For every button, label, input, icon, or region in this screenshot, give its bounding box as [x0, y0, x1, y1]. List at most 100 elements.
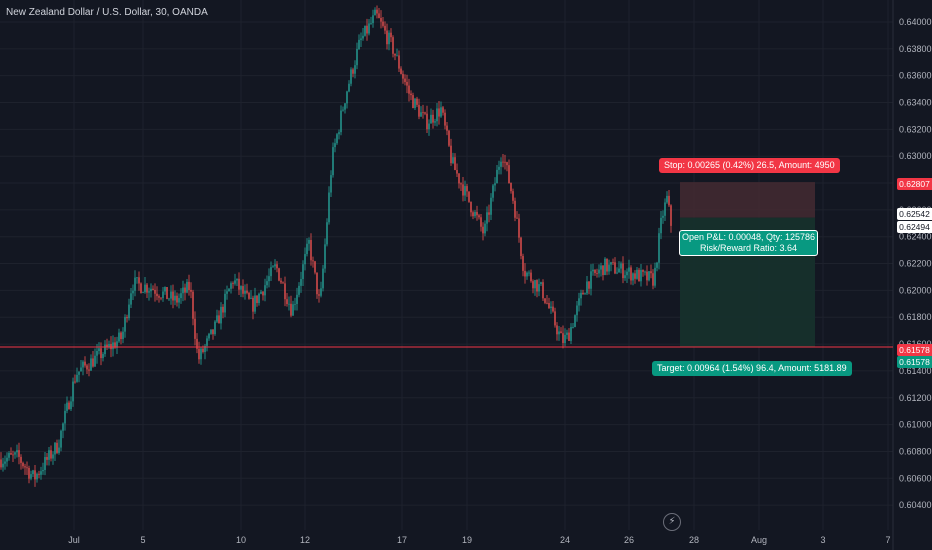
candle-body — [586, 281, 588, 294]
candle-body — [274, 264, 276, 267]
candle-body — [560, 331, 562, 334]
candle-body — [568, 332, 570, 341]
candle-body — [230, 283, 232, 289]
candle-body — [120, 332, 122, 340]
candle-body — [666, 195, 668, 203]
position-zones[interactable] — [680, 182, 815, 348]
candle-body — [492, 185, 494, 198]
candle-body — [210, 329, 212, 334]
candle-body — [338, 132, 340, 135]
candle-body — [614, 262, 616, 274]
candle-body — [424, 112, 426, 114]
candle-body — [612, 262, 614, 263]
candle-body — [436, 108, 438, 122]
candle-body — [332, 147, 334, 176]
candle-body — [478, 215, 480, 218]
candle-body — [222, 306, 224, 313]
candle-body — [386, 30, 388, 45]
candle-body — [54, 442, 56, 455]
candle-body — [418, 104, 420, 117]
candle-body — [312, 260, 314, 262]
candle-body — [474, 211, 476, 217]
candle-body — [224, 293, 226, 313]
candle-body — [368, 23, 370, 34]
pnl-box: Open P&L: 0.00048, Qty: 125786 Risk/Rewa… — [679, 230, 818, 256]
candle-body — [294, 303, 296, 305]
candle-body — [184, 287, 186, 293]
candle-body — [570, 327, 572, 341]
candle-body — [590, 271, 592, 289]
candle-body — [202, 348, 204, 353]
candle-body — [536, 280, 538, 292]
price-axis[interactable]: 0.64000 0.63800 0.63600 0.63400 0.63200 0.630… — [892, 0, 932, 550]
lightning-icon[interactable]: ⚡︎ — [663, 513, 681, 531]
candle-body — [20, 456, 22, 463]
candle-body — [648, 271, 650, 281]
candle-body — [198, 348, 200, 360]
candle-body — [526, 272, 528, 277]
candle-body — [544, 298, 546, 303]
candle-body — [306, 243, 308, 255]
stop-zone[interactable] — [680, 182, 815, 218]
candle-body — [466, 186, 468, 192]
candle-body — [450, 145, 452, 164]
candle-body — [220, 306, 222, 324]
candle-body — [262, 291, 264, 296]
candle-body — [24, 466, 26, 468]
candle-body — [234, 280, 236, 284]
candle-body — [566, 332, 568, 335]
candle-body — [334, 143, 336, 148]
candle-body — [264, 285, 266, 296]
candle-body — [548, 302, 550, 308]
candle-body — [604, 258, 606, 276]
price-tick-label: 0.60400 — [899, 500, 932, 510]
candle-body — [528, 272, 530, 274]
candle-body — [640, 269, 642, 282]
candle-body — [392, 37, 394, 54]
candle-body — [482, 226, 484, 234]
candle-body — [48, 450, 50, 460]
candle-body — [116, 341, 118, 348]
candle-body — [194, 318, 196, 339]
candle-body — [530, 272, 532, 282]
candle-body — [356, 48, 358, 66]
candle-body — [596, 273, 598, 274]
candle-body — [214, 321, 216, 335]
candle-body — [292, 304, 294, 316]
candle-body — [446, 125, 448, 131]
candle-body — [98, 348, 100, 351]
candle-body — [326, 222, 328, 245]
price-tick-label: 0.63000 — [899, 151, 932, 161]
candle-body — [532, 281, 534, 289]
candle-body — [522, 256, 524, 271]
candle-body — [634, 273, 636, 279]
candle-body — [258, 293, 260, 303]
time-tick-label: 19 — [462, 535, 472, 545]
candle-body — [380, 17, 382, 22]
candle-body — [142, 292, 144, 294]
candle-body — [260, 291, 262, 294]
candle-body — [254, 295, 256, 312]
candle-body — [100, 348, 102, 359]
candle-body — [308, 240, 310, 244]
candle-body — [162, 291, 164, 299]
candle-body — [468, 191, 470, 202]
candle-body — [576, 305, 578, 316]
candle-body — [456, 170, 458, 174]
time-axis[interactable]: Jul 5 10 12 17 19 24 26 28 Aug 3 7 — [68, 535, 890, 545]
candle-body — [256, 295, 258, 303]
candle-body — [476, 211, 478, 216]
candle-body — [408, 85, 410, 94]
candle-body — [134, 277, 136, 291]
candle-body — [362, 35, 364, 39]
candle-body — [506, 162, 508, 166]
candle-body — [510, 183, 512, 192]
candle-body — [36, 473, 38, 480]
time-tick-label: 7 — [885, 535, 890, 545]
price-tick-label: 0.62200 — [899, 259, 932, 269]
candle-body — [216, 315, 218, 322]
candle-body — [520, 237, 522, 257]
candle-body — [500, 161, 502, 167]
candle-body — [316, 272, 318, 295]
